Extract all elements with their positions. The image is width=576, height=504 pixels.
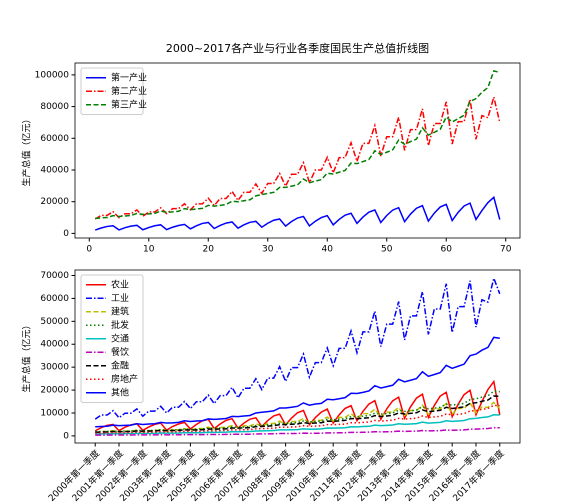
series-line — [95, 390, 500, 433]
y-tick-label: 20000 — [40, 386, 69, 396]
legend-label: 交通 — [111, 332, 129, 344]
series-line — [94, 195, 501, 231]
series-line — [95, 426, 500, 436]
x-tick-label: 70 — [500, 245, 512, 255]
y-tick-label: 100000 — [35, 70, 70, 80]
y-tick-label: 30000 — [40, 363, 69, 373]
legend-label: 房地产 — [111, 373, 138, 385]
chart-title: 2000~2017各产业与行业各季度国民生产总值折线图 — [166, 41, 429, 55]
legend-label: 批发 — [111, 319, 129, 331]
series-line — [95, 70, 500, 220]
y-tick-label: 20000 — [40, 197, 69, 207]
legend-box — [80, 67, 144, 115]
y-tick-label: 0 — [63, 229, 69, 239]
legend-label: 农业 — [111, 278, 129, 290]
axes-frame — [74, 62, 521, 239]
series-line — [95, 336, 500, 428]
x-tick-label: 60 — [441, 245, 453, 255]
legend-label: 第一产业 — [111, 71, 147, 83]
legend-label: 工业 — [111, 293, 129, 304]
y-tick-label: 0 — [63, 431, 69, 441]
legend-box — [80, 274, 144, 403]
y-tick-label: 60000 — [40, 134, 69, 144]
y-tick-label: 10000 — [40, 408, 69, 418]
series-line — [94, 275, 501, 420]
axes-frame — [74, 269, 521, 444]
x-tick-label: 30 — [262, 245, 274, 255]
x-tick-label: 50 — [381, 245, 393, 255]
legend-label: 建筑 — [111, 305, 129, 317]
x-tick-label: 20 — [203, 245, 215, 255]
legend-label: 第二产业 — [111, 85, 147, 97]
x-tick-label: 0 — [86, 245, 92, 255]
y-tick-label: 80000 — [40, 102, 69, 112]
legend-label: 其他 — [111, 386, 129, 398]
y-axis-label: 生产总值（亿元） — [21, 114, 33, 186]
series-line — [95, 395, 500, 433]
legend-label: 第三产业 — [111, 98, 147, 110]
series-line — [95, 413, 500, 435]
y-tick-label: 70000 — [40, 271, 69, 281]
x-tick-label: 10 — [143, 245, 155, 255]
y-tick-label: 50000 — [40, 317, 69, 327]
legend-label: 餐饮 — [111, 346, 129, 358]
y-tick-label: 40000 — [40, 165, 69, 175]
y-tick-label: 40000 — [40, 340, 69, 350]
y-axis-label: 生产总值（亿元） — [21, 320, 33, 392]
legend-label: 金融 — [111, 359, 129, 371]
series-line — [94, 379, 501, 432]
x-tick-label: 40 — [322, 245, 334, 255]
series-line — [94, 94, 501, 220]
y-tick-label: 60000 — [40, 294, 69, 304]
